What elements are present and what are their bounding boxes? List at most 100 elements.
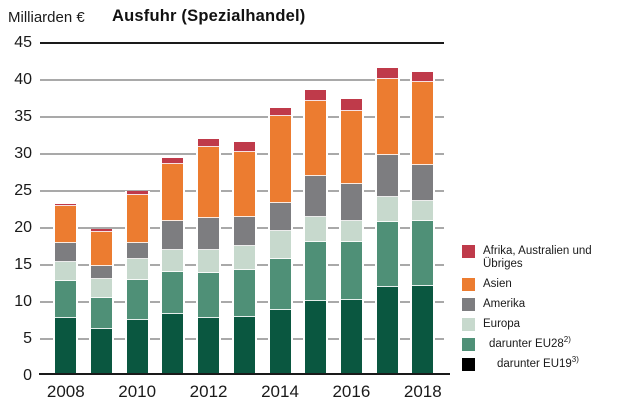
bar-segment [91,279,112,298]
bar-segment [376,197,398,222]
legend-swatch [462,245,475,258]
bar-segment [412,221,434,286]
x-tick-label: 2012 [189,382,228,401]
legend-label: darunter EU193) [497,355,579,370]
x-tick-label: 2014 [261,382,299,401]
bar-segment [91,232,112,266]
bar-segment [376,222,398,287]
bar-segment [55,206,77,243]
y-tick-label: 35 [14,108,32,125]
bar-segment [126,259,148,280]
bar-segment [269,231,291,259]
legend-label: darunter EU282) [489,335,571,350]
bar-segment [198,139,220,147]
gridline [40,79,444,81]
bar-segment [55,204,77,206]
bar-segment [412,72,434,82]
bar-segment [305,242,327,301]
y-tick-label: 30 [14,145,32,162]
bar-segment [233,270,255,317]
x-axis-line [39,373,450,375]
bar-segment [126,280,148,320]
bar-segment [412,286,434,373]
stacked-bar-2017 [374,68,400,373]
bar-segment [162,314,184,373]
bar-segment [305,90,327,101]
stacked-bar-2010 [124,191,150,373]
legend-item: Europa [462,318,614,331]
bar-segment [162,272,184,314]
bar-segment [91,229,112,232]
legend-swatch [462,358,475,371]
bar-segment [305,301,327,373]
stacked-bar-2014 [267,108,293,373]
bar-segment [198,147,220,218]
bar-segment [162,158,184,164]
bar-segment [162,164,184,221]
x-axis: 2008 2010 2012 2014 2016 2018 [40,382,446,404]
bar-segment [376,287,398,373]
bar-segment [162,250,184,272]
stacked-bar-2013 [231,142,257,373]
legend-item: Amerika [462,298,614,311]
bar-segment [269,259,291,310]
y-tick-label: 10 [14,293,32,310]
bar-segment [269,203,291,231]
bar-segment [305,176,327,217]
legend-label: Asien [483,278,512,290]
stacked-bar-2015 [303,90,329,373]
bar-segment [162,221,184,250]
bar-segment [126,195,148,243]
legend-item: Afrika, Australien und Übriges [462,245,614,271]
x-tick-label: 2010 [118,382,157,401]
legend-item: darunter EU193) [462,355,614,371]
bar-segment [340,111,362,184]
legend-footnote-marker: 2) [563,335,571,345]
stacked-bar-2016 [338,99,364,373]
x-tick-label: 2008 [46,382,85,401]
gridline [40,42,444,44]
bar-segment [55,262,77,281]
legend-item: darunter EU282) [462,335,614,351]
bar-segment [55,243,77,262]
bar-segment [340,300,362,373]
bar-segment [198,218,220,250]
stacked-bar-2018 [410,72,436,373]
bar-segment [233,217,255,246]
x-tick-label: 2016 [332,382,371,401]
bar-segment [233,317,255,373]
legend: Afrika, Australien und Übriges Asien Ameri… [462,245,614,378]
bar-segment [376,79,398,155]
bar-segment [233,152,255,217]
bar-segment [55,281,77,318]
bar-segment [91,298,112,329]
bar-segment [269,116,291,203]
bar-segment [340,221,362,242]
bar-segment [91,266,112,279]
gridline [40,116,444,118]
stacked-bar-2008 [53,204,79,373]
bar-segment [376,155,398,197]
stacked-bar-2011 [160,158,186,373]
bar-segment [412,82,434,165]
y-tick-label: 40 [14,71,32,88]
bar-segment [198,250,220,273]
legend-item: Asien [462,278,614,291]
bar-segment [55,318,77,373]
bar-segment [91,329,112,373]
bar-segment [233,246,255,270]
bar-segment [269,108,291,116]
bar-segment [376,68,398,79]
x-tick-label: 2018 [403,382,442,401]
y-axis: 45 40 35 30 25 20 15 10 5 0 [0,34,34,384]
y-tick-label: 15 [14,256,32,273]
legend-swatch [462,278,475,291]
bar-segment [305,101,327,176]
y-tick-label: 5 [23,330,32,347]
bar-segment [126,320,148,373]
bar-segment [305,217,327,242]
y-tick-label: 0 [23,367,32,384]
bar-segment [340,99,362,111]
bar-segment [126,243,148,259]
